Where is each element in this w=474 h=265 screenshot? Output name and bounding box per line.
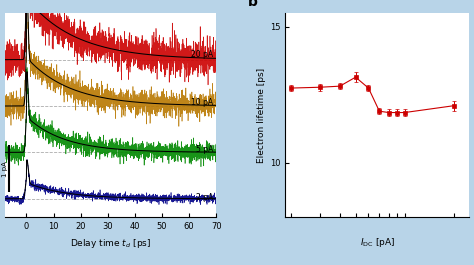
X-axis label: $I_{\mathrm{DC}}$ [pA]: $I_{\mathrm{DC}}$ [pA] — [360, 236, 395, 249]
Text: 20 pA: 20 pA — [191, 50, 213, 59]
Text: 1 pA: 1 pA — [2, 161, 8, 176]
Text: b: b — [248, 0, 258, 9]
Text: 10 pA: 10 pA — [191, 98, 213, 107]
Y-axis label: $I_{\mathrm{THz}}$ [pA]: $I_{\mathrm{THz}}$ [pA] — [0, 96, 2, 134]
Y-axis label: Electron lifetime [ps]: Electron lifetime [ps] — [257, 68, 266, 163]
Text: 2 pA: 2 pA — [196, 193, 213, 202]
X-axis label: Delay time $t_d$ [ps]: Delay time $t_d$ [ps] — [70, 237, 151, 250]
Text: 5 pA: 5 pA — [196, 145, 213, 154]
